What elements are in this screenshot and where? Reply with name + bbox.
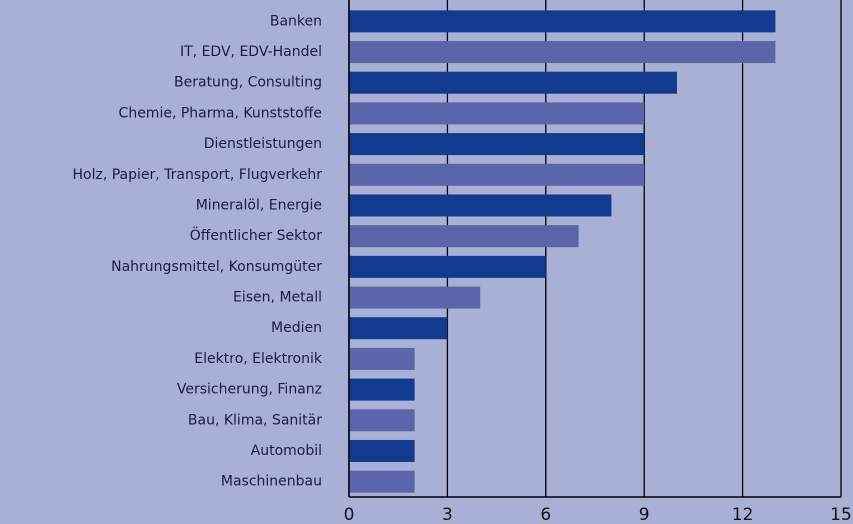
y-tick-label: Bau, Klima, Sanitär (188, 412, 322, 428)
y-tick-label: Dienstleistungen (204, 136, 322, 152)
y-tick-label: Öffentlicher Sektor (190, 226, 322, 244)
bar (349, 41, 776, 64)
bar (349, 286, 481, 309)
y-tick-label: Eisen, Metall (233, 290, 322, 306)
x-tick-label: 6 (540, 505, 551, 524)
bar (349, 378, 415, 401)
x-tick-label: 15 (830, 505, 852, 524)
bar (349, 133, 645, 156)
bar (349, 470, 415, 493)
y-tick-label: Holz, Papier, Transport, Flugverkehr (73, 167, 323, 183)
bar (349, 347, 415, 370)
bar (349, 194, 612, 217)
bar (349, 409, 415, 432)
y-tick-label: Banken (270, 13, 322, 29)
y-tick-label: Maschinenbau (221, 474, 322, 490)
x-tick-label: 0 (344, 505, 355, 524)
x-tick-label: 12 (732, 505, 754, 524)
y-tick-label: IT, EDV, EDV-Handel (180, 44, 322, 60)
y-tick-label: Mineralöl, Energie (196, 197, 322, 213)
y-tick-label: Beratung, Consulting (174, 75, 322, 91)
y-tick-label: Elektro, Elektronik (194, 351, 323, 367)
y-tick-label: Automobil (251, 443, 322, 459)
bar (349, 10, 776, 33)
y-tick-label: Nahrungsmittel, Konsumgüter (111, 259, 322, 275)
bar (349, 225, 579, 248)
bar (349, 255, 546, 278)
bar (349, 317, 448, 340)
x-tick-label: 9 (639, 505, 650, 524)
bar (349, 71, 677, 94)
y-tick-label: Chemie, Pharma, Kunststoffe (119, 105, 322, 121)
bar (349, 439, 415, 462)
y-tick-label: Versicherung, Finanz (177, 382, 322, 398)
x-tick-label: 3 (442, 505, 453, 524)
bar (349, 163, 645, 186)
y-tick-label: Medien (271, 320, 322, 336)
bar (349, 102, 645, 125)
